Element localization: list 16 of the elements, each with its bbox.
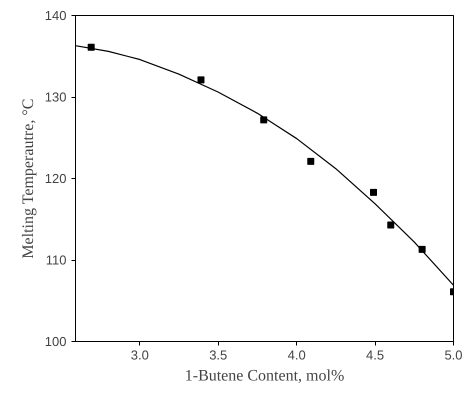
point: [370, 188, 378, 196]
x-tick-label: 3.5: [209, 348, 228, 362]
y-axis-title: Melting Temperautre, °C: [20, 98, 37, 259]
y-tick-label: 130: [44, 90, 67, 104]
x-axis-title: 1-Butene Content, mol%: [184, 368, 344, 384]
y-tick-label: 100: [44, 334, 67, 349]
point: [307, 158, 314, 165]
x-tick-label: 4.0: [288, 348, 306, 362]
y-tick-label: 120: [44, 171, 67, 186]
y-tick-label: 140: [44, 8, 67, 23]
x-tick-label: 4.5: [366, 348, 384, 362]
y-tick-label: 110: [46, 252, 67, 268]
x-tick-label: 5.0: [444, 348, 463, 362]
x-tick-label: 3.0: [130, 348, 149, 362]
point: [197, 76, 204, 84]
point: [387, 221, 394, 228]
